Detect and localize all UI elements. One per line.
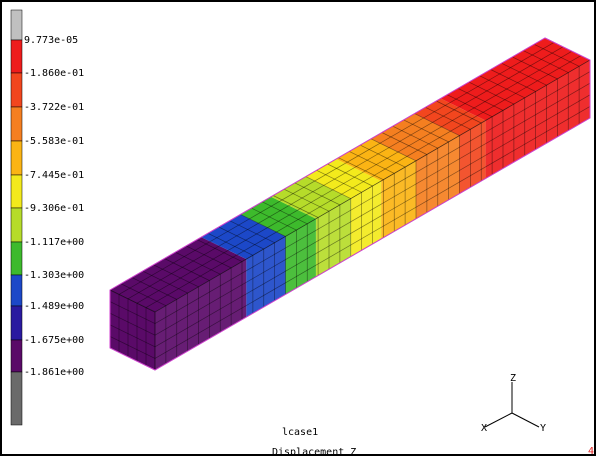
legend-swatch: [11, 208, 22, 242]
legend-swatch: [11, 107, 22, 141]
result-title: Displacement Z: [272, 447, 356, 456]
legend-label: -5.583e-01: [24, 136, 84, 147]
page-number: 4: [588, 446, 594, 456]
viewport: 9.773e-05 -1.860e-01 -3.722e-01 -5.583e-01 -…: [0, 0, 596, 456]
legend-swatch: [11, 73, 22, 107]
legend-swatch: [11, 275, 22, 306]
legend-swatch: [11, 40, 22, 73]
legend-label: -1.860e-01: [24, 68, 84, 79]
legend-label: 9.773e-05: [24, 35, 78, 46]
legend-swatch: [11, 242, 22, 275]
legend-label: -1.303e+00: [24, 270, 84, 281]
legend-label: -1.861e+00: [24, 367, 84, 378]
legend-swatch: [11, 340, 22, 372]
legend-label: -9.306e-01: [24, 203, 84, 214]
triad-label: X: [481, 423, 487, 434]
legend-swatch: [11, 141, 22, 175]
triad-label: Y: [540, 423, 546, 434]
legend-swatch: [11, 372, 22, 425]
legend-label: -7.445e-01: [24, 170, 84, 181]
legend-label: -1.117e+00: [24, 237, 84, 248]
legend-swatch: [11, 175, 22, 208]
load-case: lcase1: [282, 427, 318, 438]
legend-label: -3.722e-01: [24, 102, 84, 113]
page: 9.773e-05 -1.860e-01 -3.722e-01 -5.583e-01 -…: [0, 0, 596, 460]
triad-label: Z: [510, 373, 516, 384]
legend-swatch: [11, 10, 22, 40]
legend-label: -1.489e+00: [24, 301, 84, 312]
legend-swatch: [11, 306, 22, 340]
legend-label: -1.675e+00: [24, 335, 84, 346]
